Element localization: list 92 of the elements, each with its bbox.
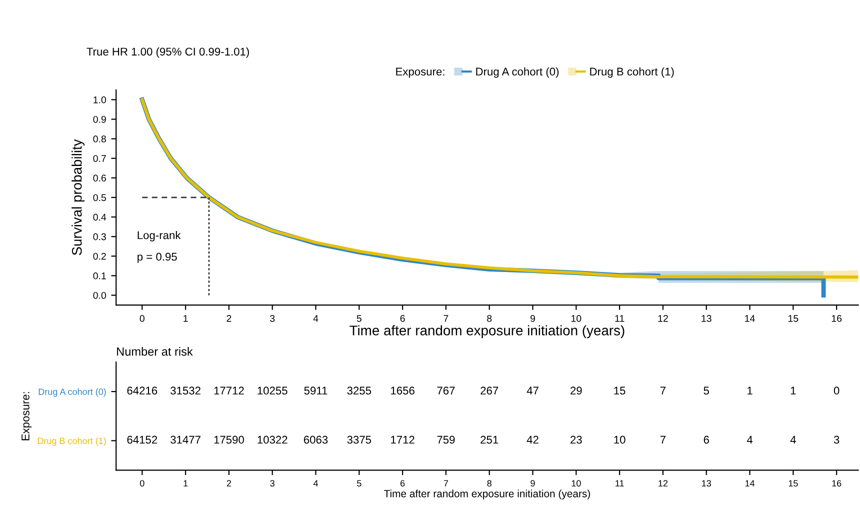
- data-label: 42: [526, 436, 538, 444]
- x-axis-title: Time after random exposure initiation (years): [350, 325, 624, 338]
- y-tick-label: 0.0: [93, 292, 106, 299]
- data-label: 267: [480, 386, 498, 395]
- x-tick-label: 5: [357, 480, 362, 487]
- data-label: 31532: [170, 386, 200, 395]
- y-tick-label: 0.2: [93, 252, 106, 260]
- x-tick-label: 11: [615, 315, 624, 322]
- data-label: 10: [614, 436, 626, 444]
- x-tick-label: 1: [184, 315, 188, 322]
- data-label: 29: [570, 386, 582, 395]
- x-tick-label: 2: [226, 315, 232, 322]
- x-tick-label: 16: [832, 315, 842, 322]
- data-label: 3375: [347, 436, 372, 444]
- x-tick-label: 14: [745, 315, 755, 322]
- data-label: 10255: [258, 386, 288, 395]
- data-label: 1656: [391, 386, 414, 395]
- data-label: 10322: [258, 436, 288, 444]
- data-label: 17590: [214, 436, 244, 444]
- x-tick-label: 4: [313, 480, 318, 486]
- data-label: 64152: [127, 436, 158, 444]
- x-tick-label: 16: [832, 480, 842, 487]
- x-tick-label: 12: [658, 480, 668, 486]
- x-tick-label: 3: [270, 315, 275, 322]
- x-tick-label: 9: [530, 315, 536, 322]
- annotation: Log-rank: [138, 231, 181, 242]
- legend-label: Drug A cohort (0): [476, 67, 559, 78]
- x-tick-label: 4: [313, 315, 318, 322]
- x-tick-label: 2: [226, 480, 232, 486]
- x-tick-label: 10: [572, 480, 581, 487]
- data-label: 17712: [214, 386, 244, 394]
- x-tick-label: 13: [702, 480, 711, 487]
- x-tick-label: 6: [400, 480, 405, 487]
- y-tick-label: 1.0: [94, 96, 106, 104]
- data-label: 23: [570, 436, 582, 444]
- y-tick-label: 0.1: [93, 272, 106, 280]
- data-label: 0: [834, 386, 840, 395]
- y-tick-label: Drug A cohort (0): [38, 388, 106, 397]
- x-tick-label: 5: [356, 315, 362, 322]
- chart-title: Number at risk: [117, 347, 193, 356]
- x-tick-label: 6: [400, 315, 405, 322]
- y-tick-label: Drug B cohort (1): [38, 437, 106, 446]
- data-label: 6: [704, 436, 709, 444]
- y-tick-label: 0.6: [93, 174, 106, 182]
- y-tick-label: 0.9: [93, 116, 106, 123]
- y-axis-title: Exposure:: [22, 392, 32, 440]
- y-tick-label: 0.7: [93, 155, 106, 162]
- y-axis-title: Survival probability: [72, 139, 85, 256]
- x-tick-label: 9: [530, 480, 535, 487]
- data-label: 5911: [304, 386, 328, 395]
- x-tick-label: 7: [444, 480, 448, 486]
- data-label: 15: [614, 386, 626, 395]
- x-axis-title: Time after random exposure initiation (years): [384, 490, 590, 500]
- x-tick-label: 14: [745, 480, 755, 486]
- y-tick-label: 0.8: [93, 136, 106, 142]
- x-tick-label: 15: [788, 315, 798, 322]
- data-label: 1712: [391, 436, 414, 444]
- x-tick-label: 11: [616, 480, 624, 486]
- data-label: 7: [660, 436, 666, 444]
- x-tick-label: 10: [572, 315, 582, 322]
- x-tick-label: 15: [788, 480, 798, 487]
- data-label: 759: [437, 436, 455, 444]
- data-label: 4: [790, 436, 796, 444]
- x-tick-label: 0: [140, 480, 144, 487]
- data-label: 1: [748, 386, 752, 394]
- data-label: 47: [526, 386, 538, 394]
- x-tick-label: 8: [487, 480, 492, 487]
- x-tick-label: 12: [658, 315, 668, 322]
- data-label: 5: [704, 386, 709, 395]
- data-label: 64216: [127, 386, 158, 395]
- data-label: 3: [834, 436, 840, 444]
- legend-label: Drug B cohort (1): [590, 67, 674, 78]
- legend-title: Exposure:: [396, 68, 444, 78]
- x-tick-label: 0: [140, 315, 144, 322]
- y-tick-label: 0.5: [93, 194, 106, 202]
- data-label: 767: [437, 386, 455, 395]
- data-label: 1: [790, 386, 796, 394]
- data-label: 4: [746, 436, 753, 444]
- y-tick-label: 0.3: [93, 233, 106, 240]
- x-tick-label: 3: [270, 480, 274, 487]
- y-tick-label: 0.4: [93, 214, 106, 221]
- x-tick-label: 1: [184, 480, 188, 486]
- annotation: p = 0.95: [138, 252, 177, 263]
- x-tick-label: 7: [444, 315, 448, 322]
- data-label: 7: [660, 386, 666, 394]
- chart-title: True HR 1.00 (95% CI 0.99-1.01): [86, 47, 249, 58]
- data-label: 31477: [170, 436, 200, 444]
- x-tick-label: 8: [487, 315, 492, 322]
- data-label: 6063: [304, 436, 328, 444]
- data-label: 251: [480, 436, 498, 444]
- data-label: 3255: [347, 386, 372, 395]
- x-tick-label: 13: [702, 315, 712, 322]
